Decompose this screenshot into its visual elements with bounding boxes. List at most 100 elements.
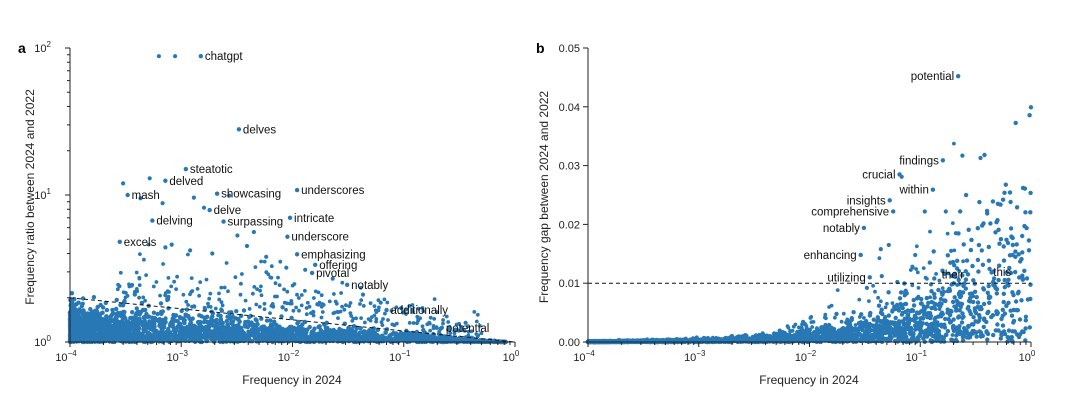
dot: [294, 187, 300, 193]
dot: [332, 292, 336, 296]
dot: [472, 310, 477, 314]
dot: [995, 322, 1000, 327]
dot: [143, 298, 148, 303]
dot: [214, 191, 220, 196]
tick-base: 10: [34, 337, 46, 349]
dot: [1006, 328, 1012, 333]
dot: [139, 300, 145, 306]
dot: [294, 252, 300, 257]
dot: [984, 208, 990, 214]
dot: [188, 248, 193, 253]
dot: [986, 283, 991, 289]
dot: [80, 296, 86, 301]
dot: [165, 331, 170, 336]
dot: [198, 53, 204, 59]
dot: [165, 298, 170, 303]
tick-label: 102: [34, 40, 51, 55]
dot: [383, 330, 388, 335]
dot: [135, 330, 140, 335]
dot: [134, 312, 139, 318]
panel-a-x-axis-title: Frequency in 2024: [242, 373, 342, 387]
labeled-point-intricate: intricate: [287, 213, 334, 225]
dot: [151, 284, 156, 289]
dot: [1007, 190, 1013, 195]
dot: [175, 274, 180, 279]
labeled-point-delving: delving: [150, 216, 193, 228]
dot: [158, 301, 164, 306]
dot: [208, 291, 213, 296]
dot: [99, 323, 104, 328]
labeled-point-mash: mash: [125, 190, 160, 202]
dot: [244, 243, 250, 249]
tick-exponent: −1: [401, 349, 411, 358]
dot: [1023, 326, 1028, 331]
dot: [957, 330, 963, 335]
dot: [75, 319, 81, 324]
dot: [166, 276, 171, 280]
dot: [222, 326, 228, 331]
dot: [998, 202, 1003, 207]
dot: [143, 336, 149, 341]
dot: [333, 310, 337, 315]
dot: [780, 330, 785, 335]
dot: [104, 314, 109, 319]
dot: [276, 275, 280, 280]
dot: [1007, 253, 1013, 258]
dot: [197, 293, 202, 298]
dot: [207, 296, 212, 301]
dot: [288, 301, 292, 306]
dot: [259, 259, 263, 264]
dot: [932, 295, 937, 300]
dot: [1010, 242, 1015, 248]
dot: [226, 289, 230, 294]
dot: [220, 303, 225, 308]
dot: [316, 302, 321, 307]
dot: [303, 288, 307, 293]
dot: [150, 327, 155, 332]
dot: [249, 320, 254, 325]
dot: [117, 320, 123, 325]
dot: [213, 306, 218, 311]
panel-letter-b: b: [536, 40, 545, 56]
dot: [132, 335, 138, 340]
dot: [297, 296, 301, 300]
dot: [197, 321, 202, 326]
tick-base: 10: [278, 352, 290, 364]
dot: [121, 300, 127, 305]
dot: [269, 304, 274, 308]
dot: [986, 244, 991, 250]
dot: [289, 315, 294, 321]
labeled-point-excels: excels: [117, 237, 157, 249]
point-label: notably: [351, 280, 388, 292]
dot: [931, 249, 936, 254]
dot: [357, 330, 363, 335]
dot: [378, 300, 383, 305]
dot: [980, 262, 986, 267]
dot: [196, 329, 202, 335]
tick-label: 10−4: [55, 349, 77, 364]
dot: [1024, 276, 1030, 281]
tick-base: 10: [389, 352, 401, 364]
dot: [154, 328, 159, 334]
dot: [234, 323, 239, 329]
dot: [363, 320, 367, 325]
dot: [160, 318, 165, 323]
dot: [1001, 291, 1006, 296]
dot: [285, 234, 290, 239]
dot: [88, 318, 94, 323]
dot: [354, 316, 358, 321]
dot: [110, 307, 115, 313]
dot: [155, 311, 160, 317]
dot: [78, 326, 84, 331]
dot: [182, 320, 187, 325]
dot: [104, 307, 110, 313]
dot: [214, 317, 219, 323]
dot: [184, 307, 190, 312]
dot: [235, 233, 240, 238]
tick-label: 10−1: [389, 349, 411, 364]
dot: [169, 284, 174, 289]
dot: [988, 294, 993, 300]
dot: [384, 307, 389, 313]
